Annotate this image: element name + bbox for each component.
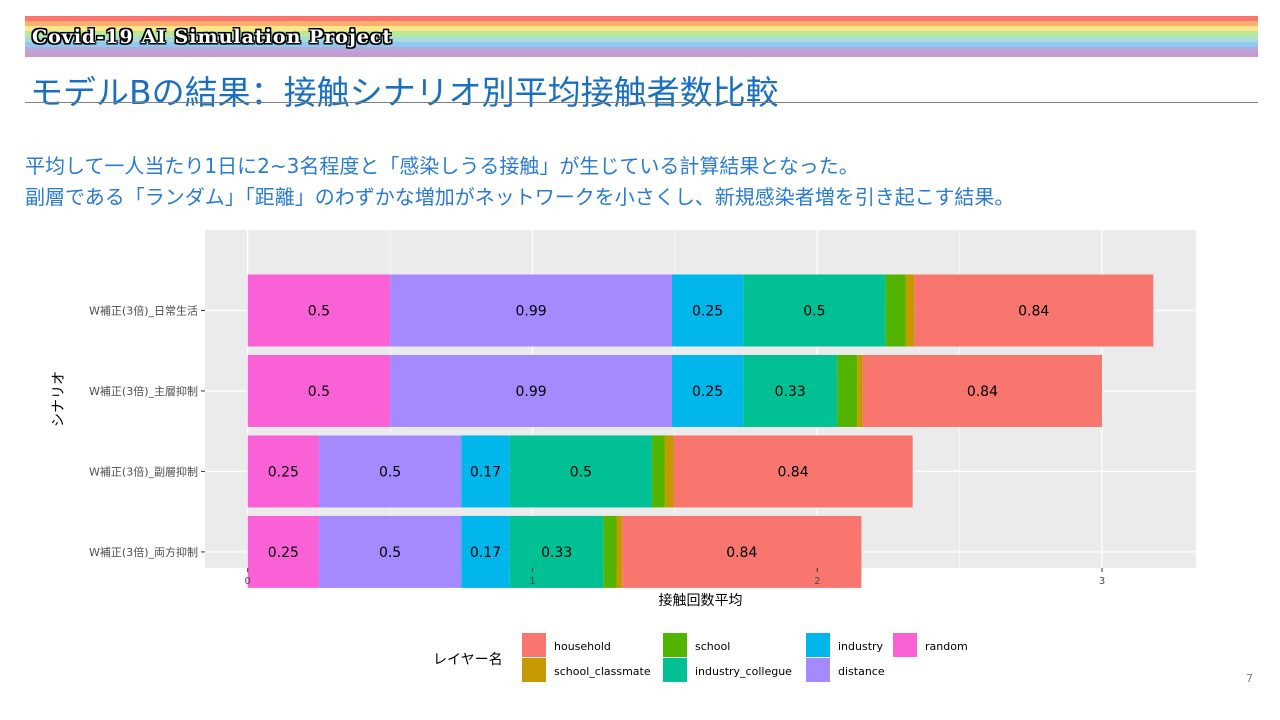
data-label: 0.25 bbox=[692, 384, 723, 400]
y-tick-label: W補正(3倍)_副層抑制 bbox=[89, 464, 198, 478]
bar-segment-household bbox=[914, 274, 1154, 347]
legend-key-industry bbox=[806, 633, 830, 657]
summary-line-2: 副層である「ランダム」「距離」のわずかな増加がネットワークを小さくし、新規感染者… bbox=[25, 185, 1015, 209]
bar-segment-school-classmate bbox=[857, 354, 863, 427]
legend-key-school-classmate bbox=[522, 658, 546, 682]
legend-key-industry-collegue bbox=[663, 658, 687, 682]
bar-segment-distance bbox=[318, 515, 462, 588]
legend-label: industry bbox=[838, 640, 884, 653]
data-label: 0.5 bbox=[379, 545, 401, 561]
bar-segment-industry-collegue bbox=[743, 274, 886, 347]
bar-segment-household bbox=[673, 435, 913, 508]
bar-segment-school-classmate bbox=[616, 515, 623, 588]
title-divider bbox=[25, 102, 1258, 103]
rainbow-stripe bbox=[25, 51, 1258, 57]
x-tick-label: 1 bbox=[529, 576, 535, 587]
legend-label: school_classmate bbox=[554, 665, 651, 678]
y-tick-label: W補正(3倍)_主層抑制 bbox=[89, 384, 198, 398]
data-label: 0.25 bbox=[268, 545, 299, 561]
bar-segment-industry bbox=[461, 515, 510, 588]
bar-segment-industry bbox=[461, 435, 510, 508]
legend-label: random bbox=[925, 640, 968, 653]
data-label: 0.33 bbox=[775, 384, 806, 400]
bar-segment-household bbox=[622, 515, 862, 588]
bar-segment-distance bbox=[318, 435, 462, 508]
x-tick-label: 2 bbox=[814, 576, 820, 587]
legend-label: industry_collegue bbox=[695, 665, 792, 678]
legend-label: household bbox=[554, 640, 611, 653]
data-label: 0.84 bbox=[1018, 303, 1049, 319]
bar-segment-household bbox=[862, 354, 1103, 427]
legend-key-random bbox=[893, 633, 917, 657]
data-label: 0.5 bbox=[308, 303, 330, 319]
bar-segment-random bbox=[247, 435, 319, 508]
legend-key-distance bbox=[806, 658, 830, 682]
legend-title: レイヤー名 bbox=[433, 652, 503, 668]
legend-label: school bbox=[695, 640, 730, 653]
data-label: 0.5 bbox=[308, 384, 330, 400]
data-label: 0.25 bbox=[692, 303, 723, 319]
rainbow-stripe bbox=[25, 21, 1258, 27]
rainbow-banner bbox=[25, 16, 1258, 57]
data-label: 0.99 bbox=[515, 303, 546, 319]
legend-key-household bbox=[522, 633, 546, 657]
bar-segment-industry bbox=[672, 274, 744, 347]
rainbow-stripe bbox=[25, 46, 1258, 52]
bar-segment-school bbox=[652, 435, 665, 508]
bar-segment-random bbox=[247, 274, 391, 347]
rainbow-stripe bbox=[25, 36, 1258, 42]
rainbow-stripe bbox=[25, 16, 1258, 22]
project-title: Covid-19 AI Simulation Project bbox=[32, 26, 393, 48]
data-label: 0.17 bbox=[470, 545, 501, 561]
bar-segment-random bbox=[247, 354, 391, 427]
bar-segment-school bbox=[885, 274, 906, 347]
slide-title: モデルBの結果：接触シナリオ別平均接触者数比較 bbox=[30, 73, 779, 112]
bar-segment-random bbox=[247, 515, 319, 588]
bar-segment-school bbox=[603, 515, 617, 588]
bar-segment-industry bbox=[672, 354, 744, 427]
data-label: 0.33 bbox=[541, 545, 572, 561]
bar-segment-industry-collegue bbox=[509, 435, 653, 508]
x-tick-label: 3 bbox=[1099, 576, 1105, 587]
bar-segment-school-classmate bbox=[905, 274, 915, 347]
data-label: 0.17 bbox=[470, 464, 501, 480]
y-axis-title: シナリオ bbox=[51, 371, 67, 427]
bar-segment-school-classmate bbox=[664, 435, 674, 508]
data-label: 0.84 bbox=[967, 384, 998, 400]
rainbow-stripe bbox=[25, 26, 1258, 32]
bar-segment-industry-collegue bbox=[509, 515, 604, 588]
rainbow-stripe bbox=[25, 31, 1258, 37]
summary-line-1: 平均して一人当たり1日に2~3名程度と「感染しうる接触」が生じている計算結果とな… bbox=[25, 154, 859, 178]
bar-segment-distance bbox=[390, 274, 673, 347]
data-label: 0.5 bbox=[570, 464, 592, 480]
data-label: 0.5 bbox=[803, 303, 825, 319]
x-tick-label: 0 bbox=[245, 576, 251, 587]
data-label: 0.84 bbox=[726, 545, 757, 561]
y-tick-label: W補正(3倍)_日常生活 bbox=[89, 303, 198, 317]
data-label: 0.84 bbox=[777, 464, 808, 480]
bar-segment-industry-collegue bbox=[743, 354, 838, 427]
legend-label: distance bbox=[838, 665, 885, 678]
bar-segment-distance bbox=[390, 354, 673, 427]
page-number: 7 bbox=[1246, 672, 1253, 685]
legend-key-school bbox=[663, 633, 687, 657]
rainbow-stripe bbox=[25, 41, 1258, 47]
x-axis-title: 接触回数平均 bbox=[659, 592, 743, 609]
data-label: 0.5 bbox=[379, 464, 401, 480]
bar-segment-school bbox=[837, 354, 858, 427]
data-label: 0.25 bbox=[268, 464, 299, 480]
y-tick-label: W補正(3倍)_両方抑制 bbox=[89, 545, 198, 559]
data-label: 0.99 bbox=[515, 384, 546, 400]
